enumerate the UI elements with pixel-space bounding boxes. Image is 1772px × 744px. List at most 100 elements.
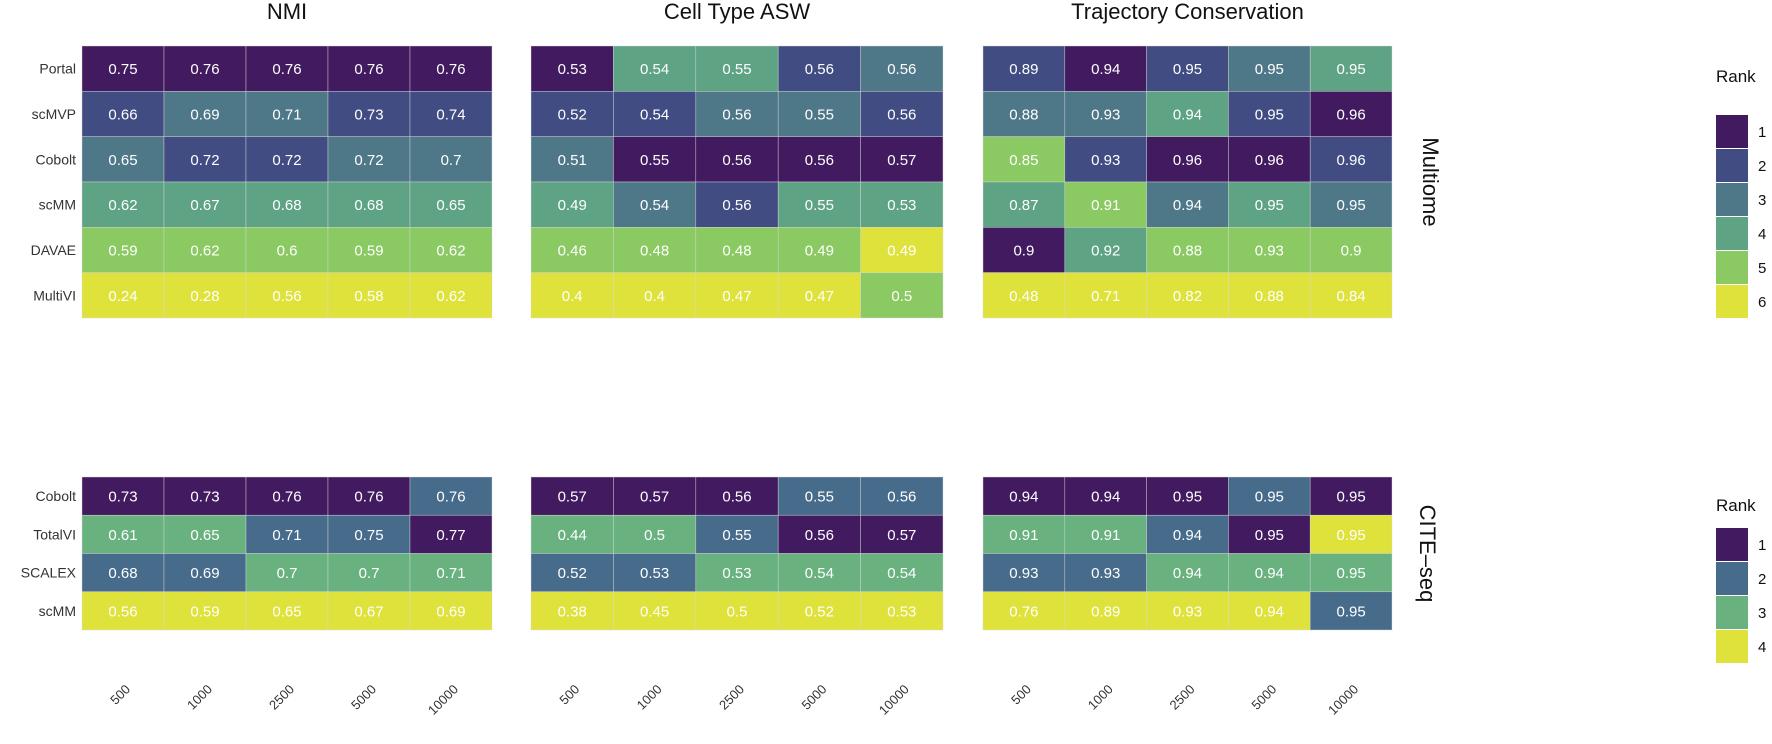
cell-value-label: 0.59: [190, 603, 219, 620]
heatmap-cell: [245, 91, 329, 137]
cell-value-label: 0.73: [354, 107, 383, 124]
cell-value-label: 0.57: [558, 489, 587, 506]
x-tick-label: 5000: [1248, 682, 1279, 713]
heatmap-cell: [613, 181, 697, 228]
heatmap-cell: [695, 91, 779, 137]
cell-value-label: 0.84: [1336, 288, 1365, 305]
cell-value-label: 0.52: [805, 603, 834, 620]
heatmap-cell: [1228, 591, 1311, 631]
x-tick-label: 10000: [425, 682, 461, 718]
cell-value-label: 0.55: [805, 489, 834, 506]
heatmap-cell: [530, 91, 614, 137]
cell-value-label: 0.53: [640, 565, 669, 582]
heatmap-cell: [1228, 136, 1311, 183]
cell-value-label: 0.54: [640, 107, 669, 124]
x-tick-label: 2500: [716, 682, 747, 713]
heatmap-cell: [982, 553, 1066, 593]
cell-value-label: 0.59: [354, 243, 383, 260]
cell-value-label: 0.47: [722, 288, 751, 305]
heatmap-cell: [1064, 591, 1147, 631]
heatmap-cell: [1309, 227, 1393, 273]
cell-value-label: 0.55: [805, 197, 834, 214]
cell-value-label: 0.71: [436, 565, 465, 582]
legend-label: 3: [1758, 605, 1766, 622]
cell-value-label: 0.96: [1336, 152, 1365, 169]
cell-value-label: 0.96: [1336, 107, 1365, 124]
cell-value-label: 0.75: [108, 61, 137, 78]
cell-value-label: 0.91: [1091, 527, 1120, 544]
cell-value-label: 0.93: [1009, 565, 1038, 582]
row-label: Portal: [39, 61, 76, 77]
cell-value-label: 0.54: [887, 565, 916, 582]
heatmap-cell: [777, 227, 861, 273]
heatmap-cell: [530, 45, 614, 92]
cell-value-label: 0.62: [436, 243, 465, 260]
panel-title-2: Trajectory Conservation: [1071, 0, 1304, 24]
heatmap-cell: [81, 45, 165, 92]
heatmap-cell: [245, 136, 329, 183]
cell-value-label: 0.77: [436, 527, 465, 544]
cell-value-label: 0.55: [805, 107, 834, 124]
heatmap-cell: [327, 476, 411, 516]
heatmap-cell: [777, 553, 861, 593]
cell-value-label: 0.46: [558, 243, 587, 260]
heatmap-cell: [163, 553, 247, 593]
legend-key: [1716, 115, 1748, 148]
heatmap-cell: [327, 45, 411, 92]
cell-value-label: 0.94: [1009, 489, 1038, 506]
cell-value-label: 0.93: [1173, 603, 1202, 620]
cell-value-label: 0.9: [1013, 243, 1034, 260]
cell-value-label: 0.38: [558, 603, 587, 620]
heatmap-cell: [613, 476, 697, 516]
x-tick-label: 5000: [348, 682, 379, 713]
x-tick-label: 500: [107, 682, 133, 708]
cell-value-label: 0.91: [1091, 197, 1120, 214]
heatmap-cell: [163, 514, 247, 554]
cell-value-label: 0.5: [891, 288, 912, 305]
cell-value-label: 0.75: [354, 527, 383, 544]
heatmap-cell: [1228, 476, 1311, 516]
legend-label: 5: [1758, 260, 1766, 277]
legend-title: Rank: [1716, 67, 1756, 86]
legend-key: [1716, 217, 1748, 250]
heatmap-cell: [982, 91, 1066, 137]
legend-label: 4: [1758, 226, 1766, 243]
row-label: Cobolt: [36, 151, 77, 167]
cell-value-label: 0.93: [1091, 565, 1120, 582]
cell-value-label: 0.24: [108, 288, 137, 305]
cell-value-label: 0.6: [277, 243, 298, 260]
panel-title-1: Cell Type ASW: [664, 0, 811, 24]
heatmap-cell: [530, 272, 614, 319]
cell-value-label: 0.62: [108, 197, 137, 214]
cell-value-label: 0.5: [727, 603, 748, 620]
cell-value-label: 0.62: [190, 243, 219, 260]
heatmap-cell: [1146, 272, 1229, 319]
heatmap-cell: [163, 227, 247, 273]
x-tick-label: 2500: [1167, 682, 1198, 713]
cell-value-label: 0.69: [436, 603, 465, 620]
cell-value-label: 0.95: [1173, 61, 1202, 78]
cell-value-label: 0.93: [1091, 107, 1120, 124]
heatmap-cell: [163, 136, 247, 183]
x-tick-label: 10000: [1325, 682, 1361, 718]
heatmap-cell: [860, 45, 944, 92]
cell-value-label: 0.94: [1091, 61, 1120, 78]
cell-value-label: 0.47: [805, 288, 834, 305]
cell-value-label: 0.65: [108, 152, 137, 169]
cell-value-label: 0.4: [644, 288, 665, 305]
cell-value-label: 0.7: [277, 565, 298, 582]
heatmap-cell: [81, 227, 165, 273]
cell-value-label: 0.76: [272, 61, 301, 78]
heatmap-cell: [860, 476, 944, 516]
heatmap-cell: [530, 514, 614, 554]
heatmap-cell: [860, 514, 944, 554]
cell-value-label: 0.76: [436, 61, 465, 78]
legend-key: [1716, 183, 1748, 216]
heatmap-cell: [1146, 553, 1229, 593]
cell-value-label: 0.67: [354, 603, 383, 620]
cell-value-label: 0.45: [640, 603, 669, 620]
cell-value-label: 0.54: [640, 61, 669, 78]
heatmap-cell: [409, 136, 493, 183]
cell-value-label: 0.65: [272, 603, 301, 620]
facet-strip-label: Multiome: [1418, 137, 1443, 226]
